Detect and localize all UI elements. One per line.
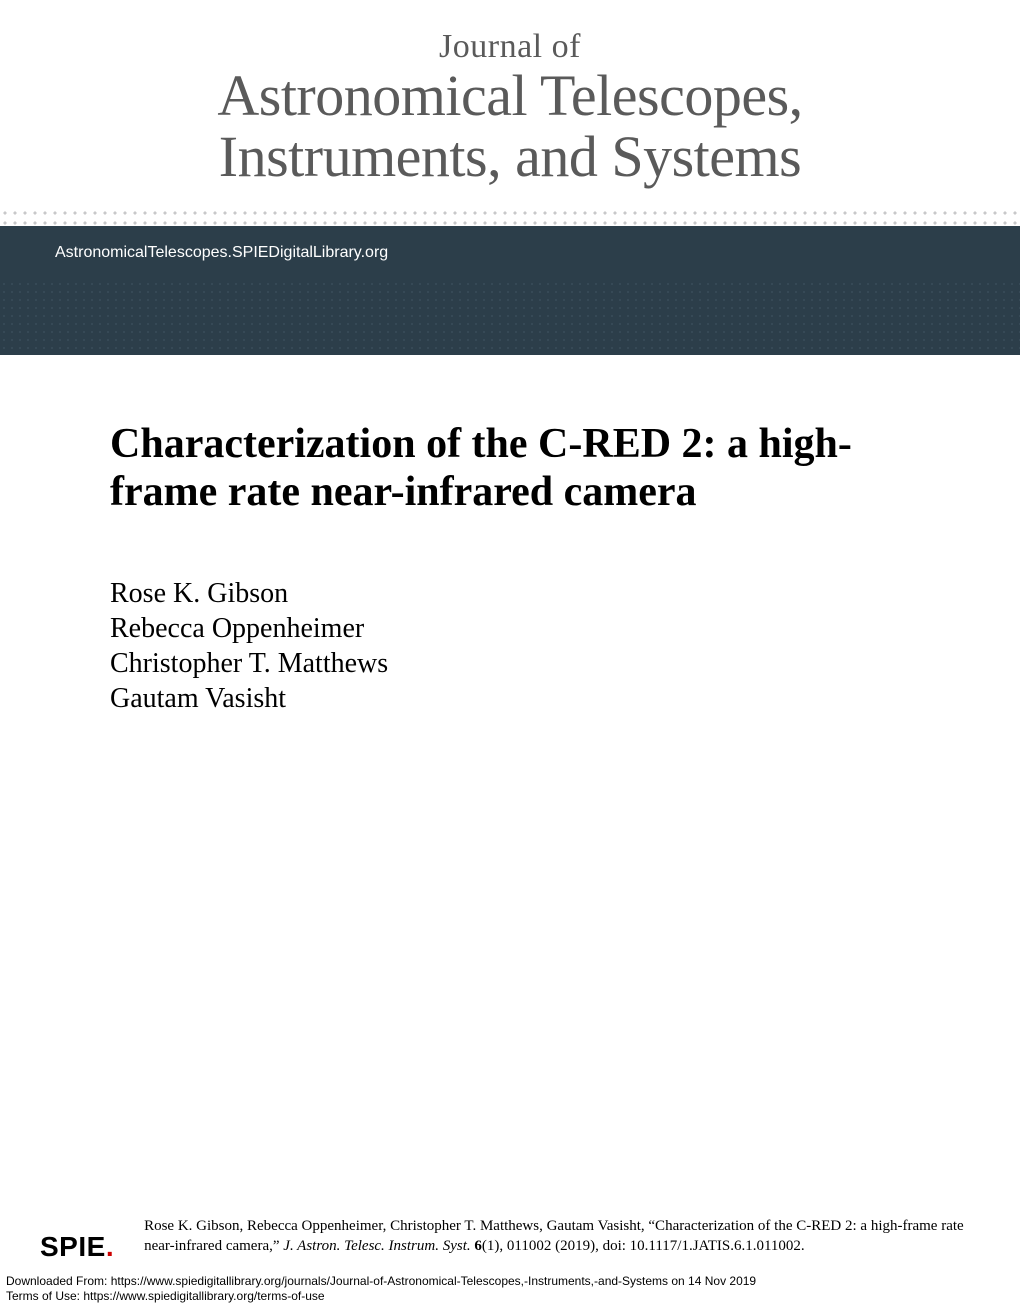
citation-volume: 6 — [474, 1238, 482, 1254]
journal-name-line1: Astronomical Telescopes, — [0, 66, 1020, 127]
article-content: Characterization of the C-RED 2: a high-… — [0, 355, 1020, 717]
spie-logo-text: SPIE — [40, 1231, 106, 1262]
author-name: Gautam Vasisht — [110, 681, 910, 716]
citation-details: (1), 011002 (2019), doi: 10.1117/1.JATIS… — [482, 1238, 805, 1254]
author-name: Rebecca Oppenheimer — [110, 611, 910, 646]
terms-of-use: Terms of Use: https://www.spiedigitallib… — [6, 1289, 756, 1305]
citation-journal: J. Astron. Telesc. Instrum. Syst. — [283, 1238, 470, 1254]
library-url: AstronomicalTelescopes.SPIEDigitalLibrar… — [55, 244, 388, 261]
spie-logo: SPIE. — [40, 1217, 114, 1263]
journal-name-line2: Instruments, and Systems — [0, 127, 1020, 188]
author-name: Christopher T. Matthews — [110, 646, 910, 681]
author-name: Rose K. Gibson — [110, 576, 910, 611]
library-url-bar: AstronomicalTelescopes.SPIEDigitalLibrar… — [0, 226, 1020, 280]
citation-block: SPIE. Rose K. Gibson, Rebecca Oppenheime… — [0, 1217, 1020, 1263]
article-title: Characterization of the C-RED 2: a high-… — [110, 420, 910, 517]
spie-logo-dot: . — [106, 1231, 114, 1262]
author-list: Rose K. Gibson Rebecca Oppenheimer Chris… — [110, 576, 910, 716]
journal-header: Journal of Astronomical Telescopes, Inst… — [0, 0, 1020, 208]
download-footer: Downloaded From: https://www.spiedigital… — [6, 1274, 756, 1305]
decorative-dots-top — [0, 208, 1020, 226]
decorative-dark-band — [0, 280, 1020, 355]
downloaded-from: Downloaded From: https://www.spiedigital… — [6, 1274, 756, 1290]
citation-text: Rose K. Gibson, Rebecca Oppenheimer, Chr… — [144, 1217, 980, 1256]
journal-of-label: Journal of — [0, 28, 1020, 66]
